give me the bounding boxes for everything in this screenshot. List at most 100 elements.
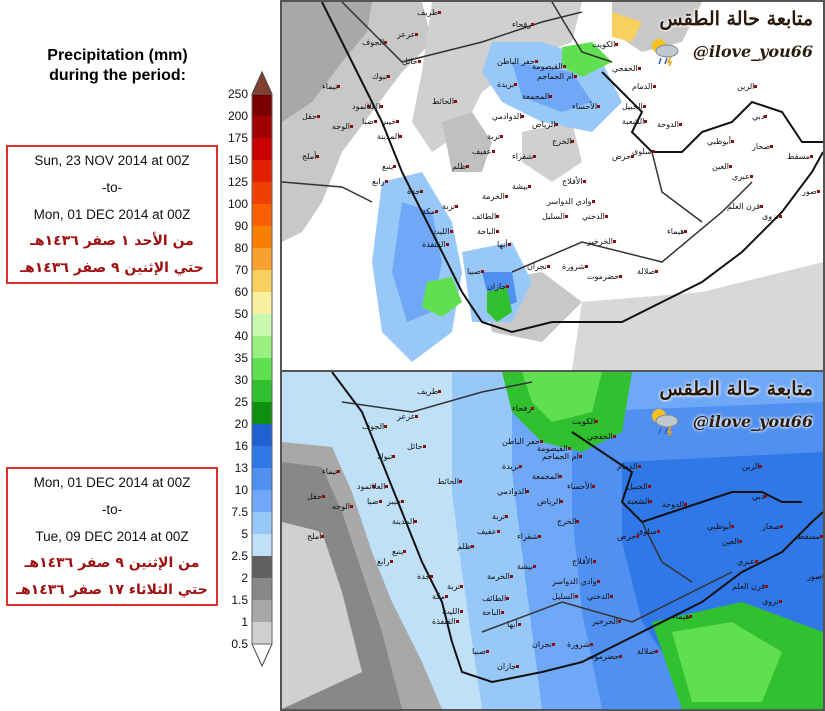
map-panel-period-1: متابعة حالة الطقس @ilove_you66 طريف الجوف… [280, 0, 825, 372]
city-label: الرياض [537, 497, 565, 506]
scale-swatch [252, 402, 272, 424]
city-label: رابغ [377, 557, 395, 566]
period-1-box: Sun, 23 NOV 2014 at 00Z -to- Mon, 01 DEC… [6, 145, 218, 284]
city-label: الخرمة [482, 192, 510, 201]
city-label: الخرج [557, 517, 581, 526]
city-label: حائل [407, 442, 428, 451]
city-label: الجبيل [627, 482, 653, 491]
city-label: الدوادمي [497, 487, 531, 496]
city-label: حائل [402, 57, 423, 66]
scale-swatch [252, 138, 272, 160]
scale-label: 5 [241, 527, 248, 541]
city-label: القيصومة [537, 444, 573, 453]
city-label: خيبر [382, 117, 401, 126]
city-label: بيشة [512, 182, 533, 191]
city-label: المدينة [377, 132, 404, 141]
watermark-arabic-1: متابعة حالة الطقس [659, 8, 813, 30]
city-label: الخفجي [587, 432, 618, 441]
scale-label: 50 [234, 307, 248, 321]
period-1-sep: -to- [101, 180, 123, 195]
city-label: الجبيل [622, 102, 648, 111]
city-label: الشعبة [627, 497, 654, 506]
city-label: الأفلاج [562, 177, 588, 186]
city-label: ام الجماجم [537, 72, 579, 81]
scale-top-arrow [251, 70, 273, 95]
city-label: نجران [532, 640, 557, 649]
city-label: الباحة [477, 227, 501, 236]
city-label: خيبر [387, 497, 406, 506]
city-label: عرعر [397, 30, 420, 39]
scale-swatch [252, 160, 272, 182]
city-label: شقراء [517, 532, 543, 541]
city-label: نزوى [762, 212, 784, 221]
scale-label: 7.5 [231, 505, 248, 519]
city-label: المجمعة [532, 472, 564, 481]
watermark-handle-2: @ilove_you66 [692, 412, 813, 431]
city-label: شرورة [567, 640, 595, 649]
scale-swatch [252, 622, 272, 644]
city-label: الليث [442, 607, 465, 616]
city-label: العلا [372, 482, 390, 491]
scale-label: 13 [234, 461, 248, 475]
city-label: مسقط [797, 532, 823, 541]
precipitation-map-1 [282, 2, 823, 370]
city-label: الأحساء [567, 482, 597, 491]
city-label: ضبا [362, 117, 379, 126]
city-label: بريدة [502, 462, 524, 471]
city-label: العين [712, 162, 734, 171]
city-label: هيماء [672, 612, 694, 621]
watermark-handle-1: @ilove_you66 [692, 42, 813, 61]
city-label: العين [722, 537, 744, 546]
city-label: حفر الباطن [502, 437, 545, 446]
period-2-start: Mon, 01 DEC 2014 at 00Z [33, 475, 191, 490]
city-label: السليل [552, 592, 580, 601]
scale-label: 125 [227, 175, 248, 189]
scale-swatch [252, 270, 272, 292]
city-label: تربة [447, 582, 465, 591]
map-panel-period-2: متابعة حالة الطقس @ilove_you66 طريف الجوف… [280, 370, 825, 711]
city-label: صبيا [467, 267, 486, 276]
city-label: السليل [542, 212, 570, 221]
scale-label: 100 [227, 197, 248, 211]
scale-swatch [252, 578, 272, 600]
city-label: الدمام [632, 82, 658, 91]
scale-label: 1.5 [231, 593, 248, 607]
city-label: تيماء [322, 82, 342, 91]
city-label: حقل [302, 112, 322, 121]
city-label: مكة [422, 207, 440, 216]
scale-swatch [252, 358, 272, 380]
scale-swatch [252, 336, 272, 358]
scale-label: 80 [234, 241, 248, 255]
city-label: الدوادمي [492, 112, 526, 121]
city-label: الطائف [482, 594, 511, 603]
period-2-end: Tue, 09 DEC 2014 at 00Z [35, 529, 189, 544]
city-label: ظلم [457, 542, 476, 551]
scale-label: 250 [227, 87, 248, 101]
city-label: الرين [742, 462, 764, 471]
partly-cloudy-rain-icon [652, 39, 679, 66]
scale-label: 2 [241, 571, 248, 585]
city-label: ينبع [392, 547, 408, 556]
city-label: الخرخير [587, 237, 618, 246]
scale-swatch [252, 556, 272, 578]
city-label: ثمود [357, 482, 377, 491]
city-label: أملج [302, 152, 321, 161]
scale-label: 20 [234, 417, 248, 431]
scale-label: 60 [234, 285, 248, 299]
precipitation-color-scale [251, 70, 273, 668]
legend-title: Precipitation (mm) during the period: [10, 46, 225, 86]
scale-label: 25 [234, 395, 248, 409]
scale-swatch [252, 182, 272, 204]
city-label: بريدة [497, 80, 519, 89]
city-label: صلالة [637, 647, 660, 656]
scale-label: 175 [227, 131, 248, 145]
city-label: حرض [612, 152, 636, 161]
city-label: الباحة [482, 608, 506, 617]
city-label: الكويت [572, 417, 600, 426]
scale-swatch [252, 248, 272, 270]
city-label: الجوف [362, 422, 389, 431]
city-label: الليث [432, 227, 455, 236]
city-label: عبري [732, 172, 755, 181]
scale-label: 30 [234, 373, 248, 387]
city-label: صبيا [472, 647, 491, 656]
